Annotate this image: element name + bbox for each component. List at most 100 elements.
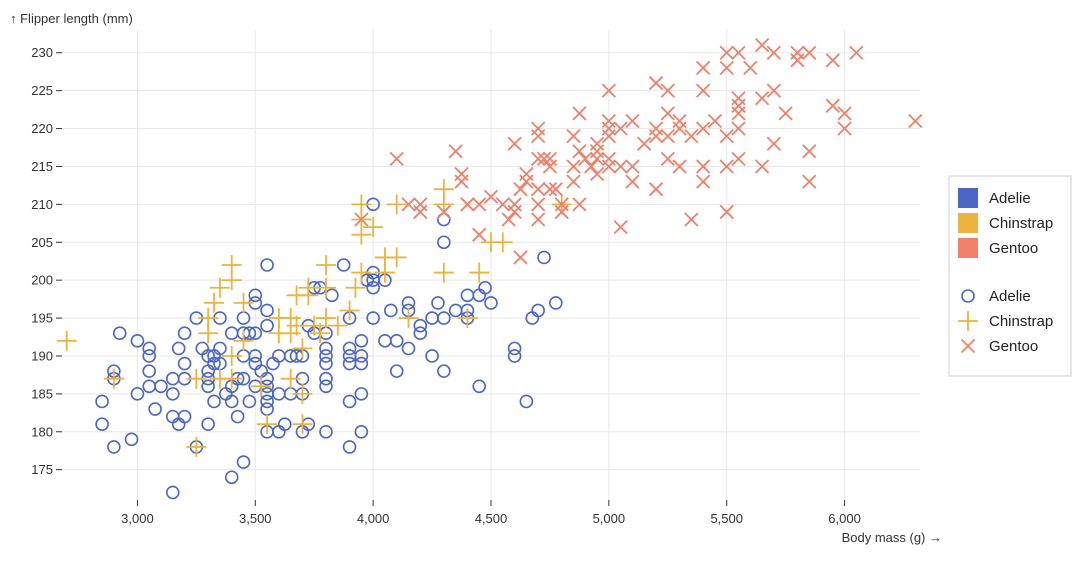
y-tick-label: 195 bbox=[31, 311, 53, 326]
gentoo-point bbox=[448, 144, 463, 159]
adelie-point bbox=[148, 402, 162, 416]
series-adelie bbox=[95, 197, 563, 500]
adelie-point bbox=[389, 334, 404, 348]
adelie-point bbox=[142, 364, 157, 378]
adelie-point bbox=[413, 318, 428, 333]
adelie-point bbox=[236, 455, 251, 469]
gentoo-point bbox=[572, 144, 587, 159]
adelie-point bbox=[460, 288, 475, 303]
adelie-point bbox=[213, 341, 227, 356]
gentoo-point bbox=[719, 128, 734, 144]
chinstrap-point bbox=[292, 338, 313, 359]
adelie-point bbox=[224, 326, 239, 341]
adelie-point bbox=[472, 379, 487, 394]
legend-label: Adelie bbox=[989, 190, 1031, 207]
gentoo-point bbox=[566, 159, 581, 174]
adelie-point bbox=[165, 371, 180, 386]
chinstrap-point bbox=[310, 323, 331, 344]
gentoo-point bbox=[531, 212, 546, 227]
gentoo-point bbox=[766, 136, 781, 151]
adelie-point bbox=[165, 485, 180, 500]
chinstrap-point bbox=[316, 277, 336, 298]
adelie-point bbox=[319, 371, 333, 386]
gentoo-point bbox=[572, 197, 587, 212]
gentoo-point bbox=[825, 53, 840, 68]
gentoo-point bbox=[613, 219, 628, 235]
adelie-point bbox=[260, 303, 274, 318]
x-tick-label: 4,000 bbox=[357, 511, 390, 526]
adelie-point bbox=[325, 288, 339, 303]
adelie-point bbox=[207, 356, 221, 371]
gentoo-point bbox=[625, 113, 640, 129]
gentoo-point bbox=[837, 121, 852, 136]
chinstrap-point bbox=[209, 277, 230, 298]
gentoo-point bbox=[719, 204, 734, 220]
chinstrap-point bbox=[492, 232, 513, 253]
gentoo-point bbox=[648, 182, 664, 197]
adelie-point bbox=[154, 379, 168, 394]
chinstrap-point bbox=[257, 414, 278, 435]
gentoo-point bbox=[531, 182, 546, 197]
gentoo-point bbox=[625, 159, 640, 174]
gentoo-point bbox=[625, 174, 640, 189]
legend-symbol-adelie bbox=[961, 289, 975, 303]
adelie-point bbox=[437, 235, 451, 250]
adelie-point bbox=[437, 311, 451, 325]
adelie-point bbox=[142, 379, 157, 394]
adelie-point bbox=[177, 409, 192, 424]
gentoo-point bbox=[660, 106, 675, 121]
adelie-point bbox=[354, 356, 369, 371]
gentoo-point bbox=[566, 174, 581, 189]
chinstrap-point bbox=[433, 262, 454, 283]
gentoo-point bbox=[754, 38, 770, 53]
gentoo-point bbox=[542, 182, 558, 197]
y-tick-label: 205 bbox=[31, 235, 53, 250]
gentoo-point bbox=[601, 83, 616, 98]
gentoo-point bbox=[790, 45, 805, 60]
gentoo-point bbox=[802, 45, 817, 60]
chinstrap-point bbox=[186, 436, 207, 457]
gentoo-point bbox=[389, 151, 404, 167]
chinstrap-point bbox=[292, 383, 313, 404]
gentoo-point bbox=[660, 128, 675, 144]
adelie-point bbox=[354, 424, 369, 439]
gentoo-point bbox=[684, 128, 699, 144]
x-tick-label: 4,500 bbox=[475, 511, 508, 526]
chinstrap-point bbox=[363, 217, 384, 238]
gentoo-point bbox=[660, 151, 675, 167]
x-tick-label: 3,000 bbox=[121, 511, 154, 526]
adelie-point bbox=[260, 318, 274, 333]
gentoo-point bbox=[589, 151, 605, 167]
x-tick-label: 6,000 bbox=[828, 511, 861, 526]
chinstrap-point bbox=[233, 330, 254, 351]
adelie-point bbox=[177, 326, 192, 341]
legend-swatch-chinstrap bbox=[958, 213, 978, 233]
adelie-point bbox=[431, 296, 445, 310]
chinstrap-point bbox=[298, 277, 319, 298]
series-gentoo bbox=[354, 38, 923, 265]
gentoo-point bbox=[648, 121, 664, 136]
adelie-point bbox=[384, 303, 398, 318]
gentoo-point bbox=[684, 212, 699, 227]
gentoo-point bbox=[743, 60, 758, 76]
gentoo-point bbox=[460, 197, 475, 212]
adelie-point bbox=[260, 258, 274, 272]
chinstrap-point bbox=[386, 247, 407, 268]
y-tick-label: 220 bbox=[31, 121, 53, 136]
adelie-point bbox=[354, 334, 369, 348]
grid bbox=[62, 30, 920, 500]
chinstrap-point bbox=[221, 368, 242, 389]
y-tick-label: 190 bbox=[31, 348, 53, 363]
legend-label: Gentoo bbox=[989, 338, 1038, 355]
gentoo-point bbox=[672, 113, 687, 129]
gentoo-point bbox=[696, 83, 711, 98]
gentoo-point bbox=[436, 204, 451, 220]
chinstrap-point bbox=[316, 308, 336, 329]
adelie-point bbox=[366, 311, 380, 325]
legend-symbol-chinstrap bbox=[958, 311, 978, 331]
gentoo-point bbox=[507, 204, 522, 220]
gentoo-point bbox=[483, 189, 499, 204]
gentoo-point bbox=[472, 227, 487, 242]
y-tick-label: 230 bbox=[31, 45, 53, 60]
